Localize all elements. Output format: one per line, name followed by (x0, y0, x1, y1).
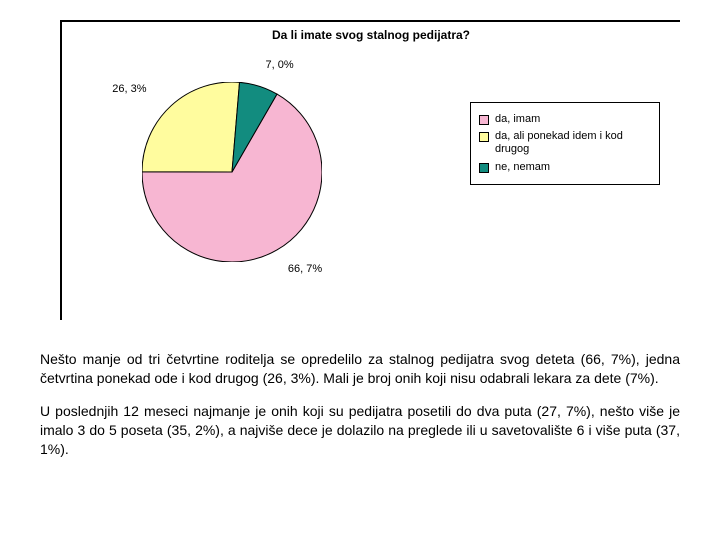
legend-label: ne, nemam (495, 161, 550, 174)
legend-swatch (479, 163, 489, 173)
legend-label: da, ali ponekad idem i kod drugog (495, 130, 651, 156)
paragraph-2: U poslednjih 12 meseci najmanje je onih … (40, 402, 680, 459)
pie-chart (142, 82, 322, 262)
pie-slice-label: 7, 0% (265, 59, 293, 71)
pie-slice-label: 66, 7% (288, 263, 322, 275)
pie-slice-label: 26, 3% (112, 83, 146, 95)
legend-item: da, imam (479, 113, 651, 126)
legend-label: da, imam (495, 113, 540, 126)
legend-item: da, ali ponekad idem i kod drugog (479, 130, 651, 156)
legend-swatch (479, 115, 489, 125)
legend: da, imam da, ali ponekad idem i kod drugo… (470, 102, 660, 185)
body-text: Nešto manje od tri četvrtine roditelja s… (40, 350, 680, 458)
chart-title: Da li imate svog stalnog pedijatra? (62, 28, 680, 42)
pie-slice (142, 82, 240, 172)
chart-panel: Da li imate svog stalnog pedijatra? 66, … (60, 20, 680, 320)
paragraph-1: Nešto manje od tri četvrtine roditelja s… (40, 350, 680, 388)
legend-swatch (479, 132, 489, 142)
legend-item: ne, nemam (479, 161, 651, 174)
